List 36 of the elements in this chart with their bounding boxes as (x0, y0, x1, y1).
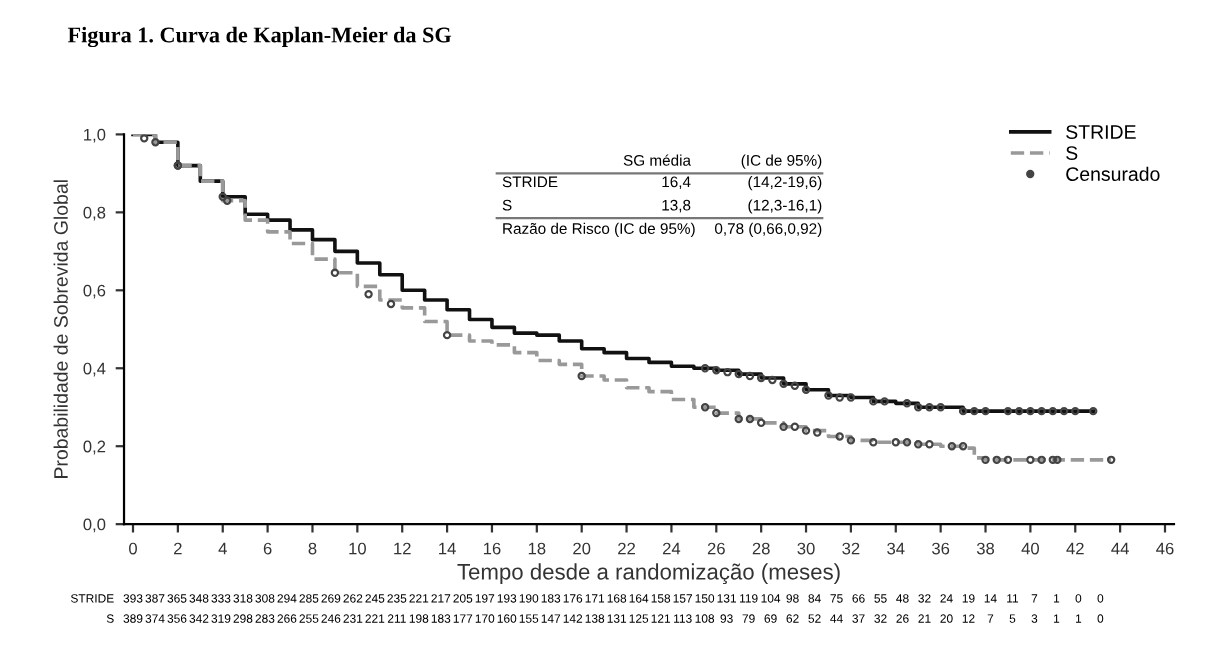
x-tick-label: 2 (174, 542, 182, 555)
x-tick-label: 16 (483, 542, 501, 555)
y-axis-title: Probabilidade de Sobrevida Global (53, 180, 68, 478)
x-tick-label: 18 (528, 542, 546, 555)
x-tick-label: 22 (618, 542, 635, 555)
x-tick-label: 12 (394, 542, 411, 555)
x-tick-label: 28 (752, 542, 770, 555)
chart-title: Figura 1. Curva de Kaplan-Meier da SG (67, 26, 452, 48)
x-tick-label: 8 (308, 542, 317, 555)
x-tick-label: 38 (976, 542, 995, 555)
x-tick-label: 44 (1111, 542, 1129, 555)
y-tick-label: 0,2 (83, 440, 106, 455)
y-tick-label: 0,8 (83, 206, 106, 221)
x-tick-label: 0 (129, 542, 137, 555)
x-tick-label: 6 (263, 542, 272, 555)
x-tick-label: 40 (1021, 542, 1039, 555)
x-tick-label: 20 (573, 542, 591, 555)
legend-label: STRIDE (1066, 125, 1136, 139)
x-tick-label: 36 (932, 542, 950, 555)
y-tick-label: 0,6 (83, 284, 106, 299)
y-tick-label: 0,0 (83, 518, 106, 533)
x-tick-label: 46 (1156, 542, 1174, 555)
x-tick-label: 10 (349, 542, 366, 555)
x-tick-label: 14 (439, 542, 456, 555)
x-tick-label: 34 (887, 542, 905, 555)
x-tick-label: 32 (842, 542, 860, 555)
x-tick-label: 4 (218, 542, 227, 555)
y-tick-label: 0,4 (83, 362, 106, 377)
x-axis-title: Tempo desde a randomização (meses) (457, 563, 840, 585)
x-tick-label: 30 (797, 542, 815, 555)
x-tick-label: 24 (663, 542, 681, 555)
legend-label: Censurado (1066, 166, 1160, 181)
legend-label: S (1066, 146, 1078, 160)
x-tick-label: 42 (1066, 542, 1084, 555)
x-tick-label: 26 (707, 542, 725, 555)
y-tick-label: 1,0 (84, 128, 106, 143)
